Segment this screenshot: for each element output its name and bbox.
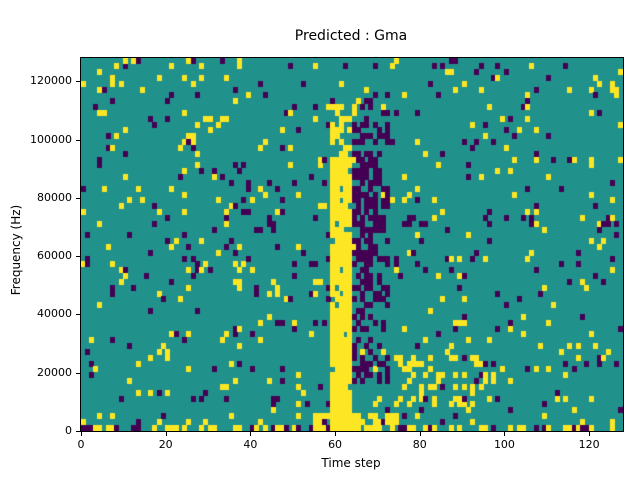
- x-tick-label: 20: [158, 438, 173, 451]
- y-tick-mark: [76, 81, 80, 83]
- heatmap: [81, 58, 623, 431]
- y-tick-mark: [76, 372, 80, 374]
- y-tick-label: 80000: [37, 190, 72, 204]
- y-tick-mark: [76, 197, 80, 199]
- y-tick-label: 120000: [30, 74, 72, 88]
- x-tick-mark: [504, 432, 506, 436]
- x-tick-mark: [419, 432, 421, 436]
- x-tick-label: 120: [578, 438, 600, 451]
- y-tick-label: 100000: [30, 132, 72, 146]
- y-tick-mark: [76, 431, 80, 432]
- x-tick-label: 0: [77, 438, 85, 451]
- y-tick-label: 60000: [37, 249, 72, 263]
- x-tick-mark: [165, 432, 167, 436]
- y-tick-label: 0: [65, 424, 72, 437]
- y-tick-mark: [76, 314, 80, 316]
- x-tick-label: 60: [328, 438, 343, 451]
- y-tick-mark: [76, 139, 80, 141]
- x-tick-mark: [81, 432, 82, 436]
- x-tick-label: 40: [243, 438, 258, 451]
- y-tick-label: 20000: [37, 365, 72, 379]
- plot-area: [80, 57, 624, 432]
- x-tick-label: 100: [493, 438, 515, 451]
- y-tick-mark: [76, 256, 80, 258]
- x-axis-label: Time step: [321, 456, 381, 470]
- chart-title: Predicted : Gma: [294, 28, 408, 44]
- x-tick-label: 80: [412, 438, 427, 451]
- x-tick-mark: [589, 432, 591, 436]
- y-tick-label: 40000: [37, 307, 72, 321]
- x-tick-mark: [250, 432, 252, 436]
- x-tick-mark: [335, 432, 337, 436]
